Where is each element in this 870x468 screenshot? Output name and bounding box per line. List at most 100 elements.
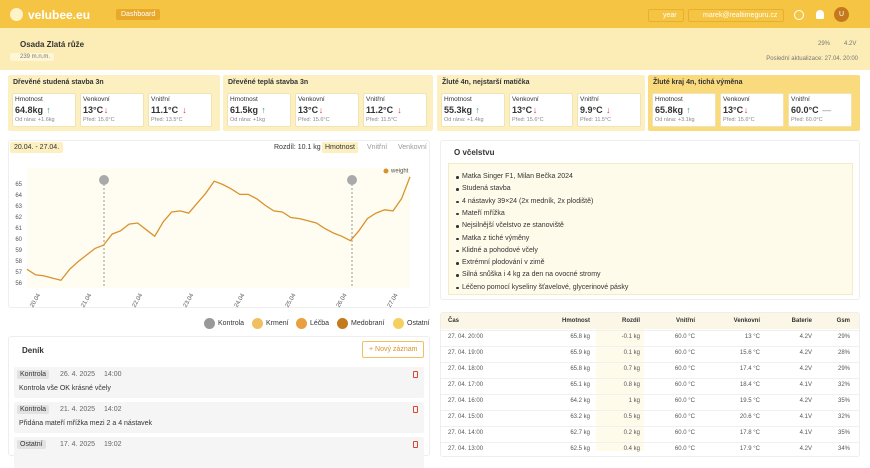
- about-box: [448, 163, 853, 295]
- metric-label: Venkovní: [298, 96, 325, 103]
- metric-box: [788, 93, 852, 127]
- event-label[interactable]: Ostatní: [407, 320, 430, 327]
- y-tick-label: 58: [15, 259, 22, 265]
- event-label[interactable]: Krmení: [266, 320, 289, 327]
- metric-sub: Od rána: +1.6kg: [15, 117, 55, 123]
- about-bullet: [456, 262, 459, 265]
- diary-entry: [14, 367, 424, 398]
- table-cell: 19.5 °C: [739, 398, 760, 404]
- delete-icon[interactable]: [413, 371, 418, 378]
- chart-tab[interactable]: Vnitřní: [367, 144, 388, 151]
- table-cell: 0.5 kg: [623, 414, 640, 420]
- about-bullet: [456, 176, 459, 179]
- altitude: 239 m.n.m.: [10, 53, 55, 61]
- y-tick-label: 56: [15, 281, 22, 287]
- about-item: Mateří mřížka: [462, 209, 505, 217]
- table-cell: 4.2V: [799, 446, 812, 452]
- table-cell: 4.2V: [799, 334, 812, 340]
- table-cell: 1 kg: [628, 398, 640, 404]
- event-icon[interactable]: [347, 175, 357, 185]
- table-cell: 4.1V: [799, 414, 812, 420]
- table-cell: 15.6 °C: [739, 350, 760, 356]
- table-cell: 63.2 kg: [570, 414, 590, 420]
- table-cell: 27. 04. 13:00: [448, 446, 484, 452]
- about-item: Matka Singer F1, Milan Bečka 2024: [462, 173, 573, 180]
- avatar[interactable]: U: [834, 7, 849, 22]
- chart-tab[interactable]: Hmotnost: [322, 142, 358, 153]
- about-bullet: [456, 188, 459, 191]
- metric-trend: ↓: [532, 105, 538, 115]
- event-icon: [337, 318, 348, 329]
- table-cell: 0.1 kg: [623, 350, 640, 356]
- chart-tab[interactable]: Venkovní: [398, 144, 427, 151]
- legend-label: weight: [390, 169, 409, 175]
- x-tick-label: 20.04: [29, 292, 42, 308]
- metric-box: [227, 93, 291, 127]
- row-divider: [441, 410, 859, 411]
- x-tick-label: 21.04: [80, 292, 93, 308]
- date-range[interactable]: 20.04. - 27.04.: [10, 142, 64, 153]
- table-cell: 62.5 kg: [570, 446, 590, 452]
- logo: velubee.eu: [28, 8, 91, 22]
- entry-type: Kontrola: [17, 405, 50, 414]
- metric-label: Vnitřní: [366, 96, 385, 103]
- delete-icon[interactable]: [413, 406, 418, 413]
- table-cell: 27. 04. 14:00: [448, 430, 484, 436]
- event-icon[interactable]: [99, 175, 109, 185]
- weight-diff: Rozdíl: 10.1 kg: [274, 144, 321, 151]
- metric-box: [12, 93, 76, 127]
- entry-type: Kontrola: [17, 370, 50, 379]
- y-tick-label: 64: [15, 193, 22, 199]
- metric-trend: ↓: [606, 105, 611, 115]
- table-cell: 0.7 kg: [623, 366, 640, 372]
- table-cell: 35%: [837, 430, 850, 436]
- table-cell: 20.6 °C: [739, 414, 760, 420]
- table-cell: 60.0 °C: [674, 398, 695, 404]
- table-cell: 60.0 °C: [674, 366, 695, 372]
- metric-trend: —: [822, 105, 832, 115]
- table-cell: 32%: [837, 414, 850, 420]
- metric-box: [441, 93, 505, 127]
- table-header: Hmotnost: [562, 318, 590, 324]
- table-cell: 4.1V: [799, 382, 812, 388]
- event-label[interactable]: Medobraní: [351, 320, 385, 327]
- about-bullet: [456, 274, 459, 277]
- about-item: Léčeno pomocí kyseliny šťavelové, glycer…: [462, 283, 629, 291]
- globe-icon[interactable]: [794, 10, 804, 20]
- diff-column-bg: [596, 313, 644, 451]
- table-cell: 17.8 °C: [739, 430, 760, 436]
- apiary-name: Osada Zlatá růže: [20, 40, 85, 49]
- y-tick-label: 60: [15, 237, 22, 243]
- metric-box: [80, 93, 144, 127]
- table-cell: 60.0 °C: [674, 350, 695, 356]
- metric-trend: ↓: [397, 105, 402, 115]
- diary-title: Deník: [22, 346, 44, 355]
- nav-dashboard[interactable]: Dashboard: [116, 9, 161, 20]
- y-tick-label: 62: [15, 215, 22, 221]
- row-divider: [441, 378, 859, 379]
- new-entry-button[interactable]: + Nový záznam: [362, 341, 425, 358]
- about-bullet: [456, 200, 459, 204]
- y-tick-label: 65: [15, 182, 22, 188]
- metric-value: 13°C: [298, 105, 319, 115]
- metric-label: Hmotnost: [15, 96, 43, 103]
- event-label[interactable]: Kontrola: [218, 320, 245, 327]
- table-cell: 27. 04. 19:00: [448, 350, 484, 356]
- table-cell: 17.9 °C: [739, 446, 760, 452]
- x-tick-label: 27.04: [387, 292, 400, 308]
- table-cell: 62.7 kg: [570, 430, 590, 436]
- period-button[interactable]: year: [648, 9, 684, 22]
- delete-icon[interactable]: [413, 441, 418, 448]
- metric-value: 13°C: [723, 105, 744, 115]
- bell-icon[interactable]: [816, 10, 824, 19]
- event-label[interactable]: Léčba: [310, 320, 330, 327]
- event-icon: [393, 318, 404, 329]
- metric-box: [295, 93, 359, 127]
- x-tick-label: 23.04: [183, 292, 196, 308]
- event-icon: [296, 318, 307, 329]
- line: [26, 176, 411, 282]
- table-cell: 29%: [837, 334, 850, 340]
- last-update: Poslední aktualizace: 27.04. 20:00: [766, 56, 858, 62]
- user-button[interactable]: marek@realtimeguru.cz: [688, 9, 785, 22]
- metric-value: 65.8kg: [655, 105, 684, 115]
